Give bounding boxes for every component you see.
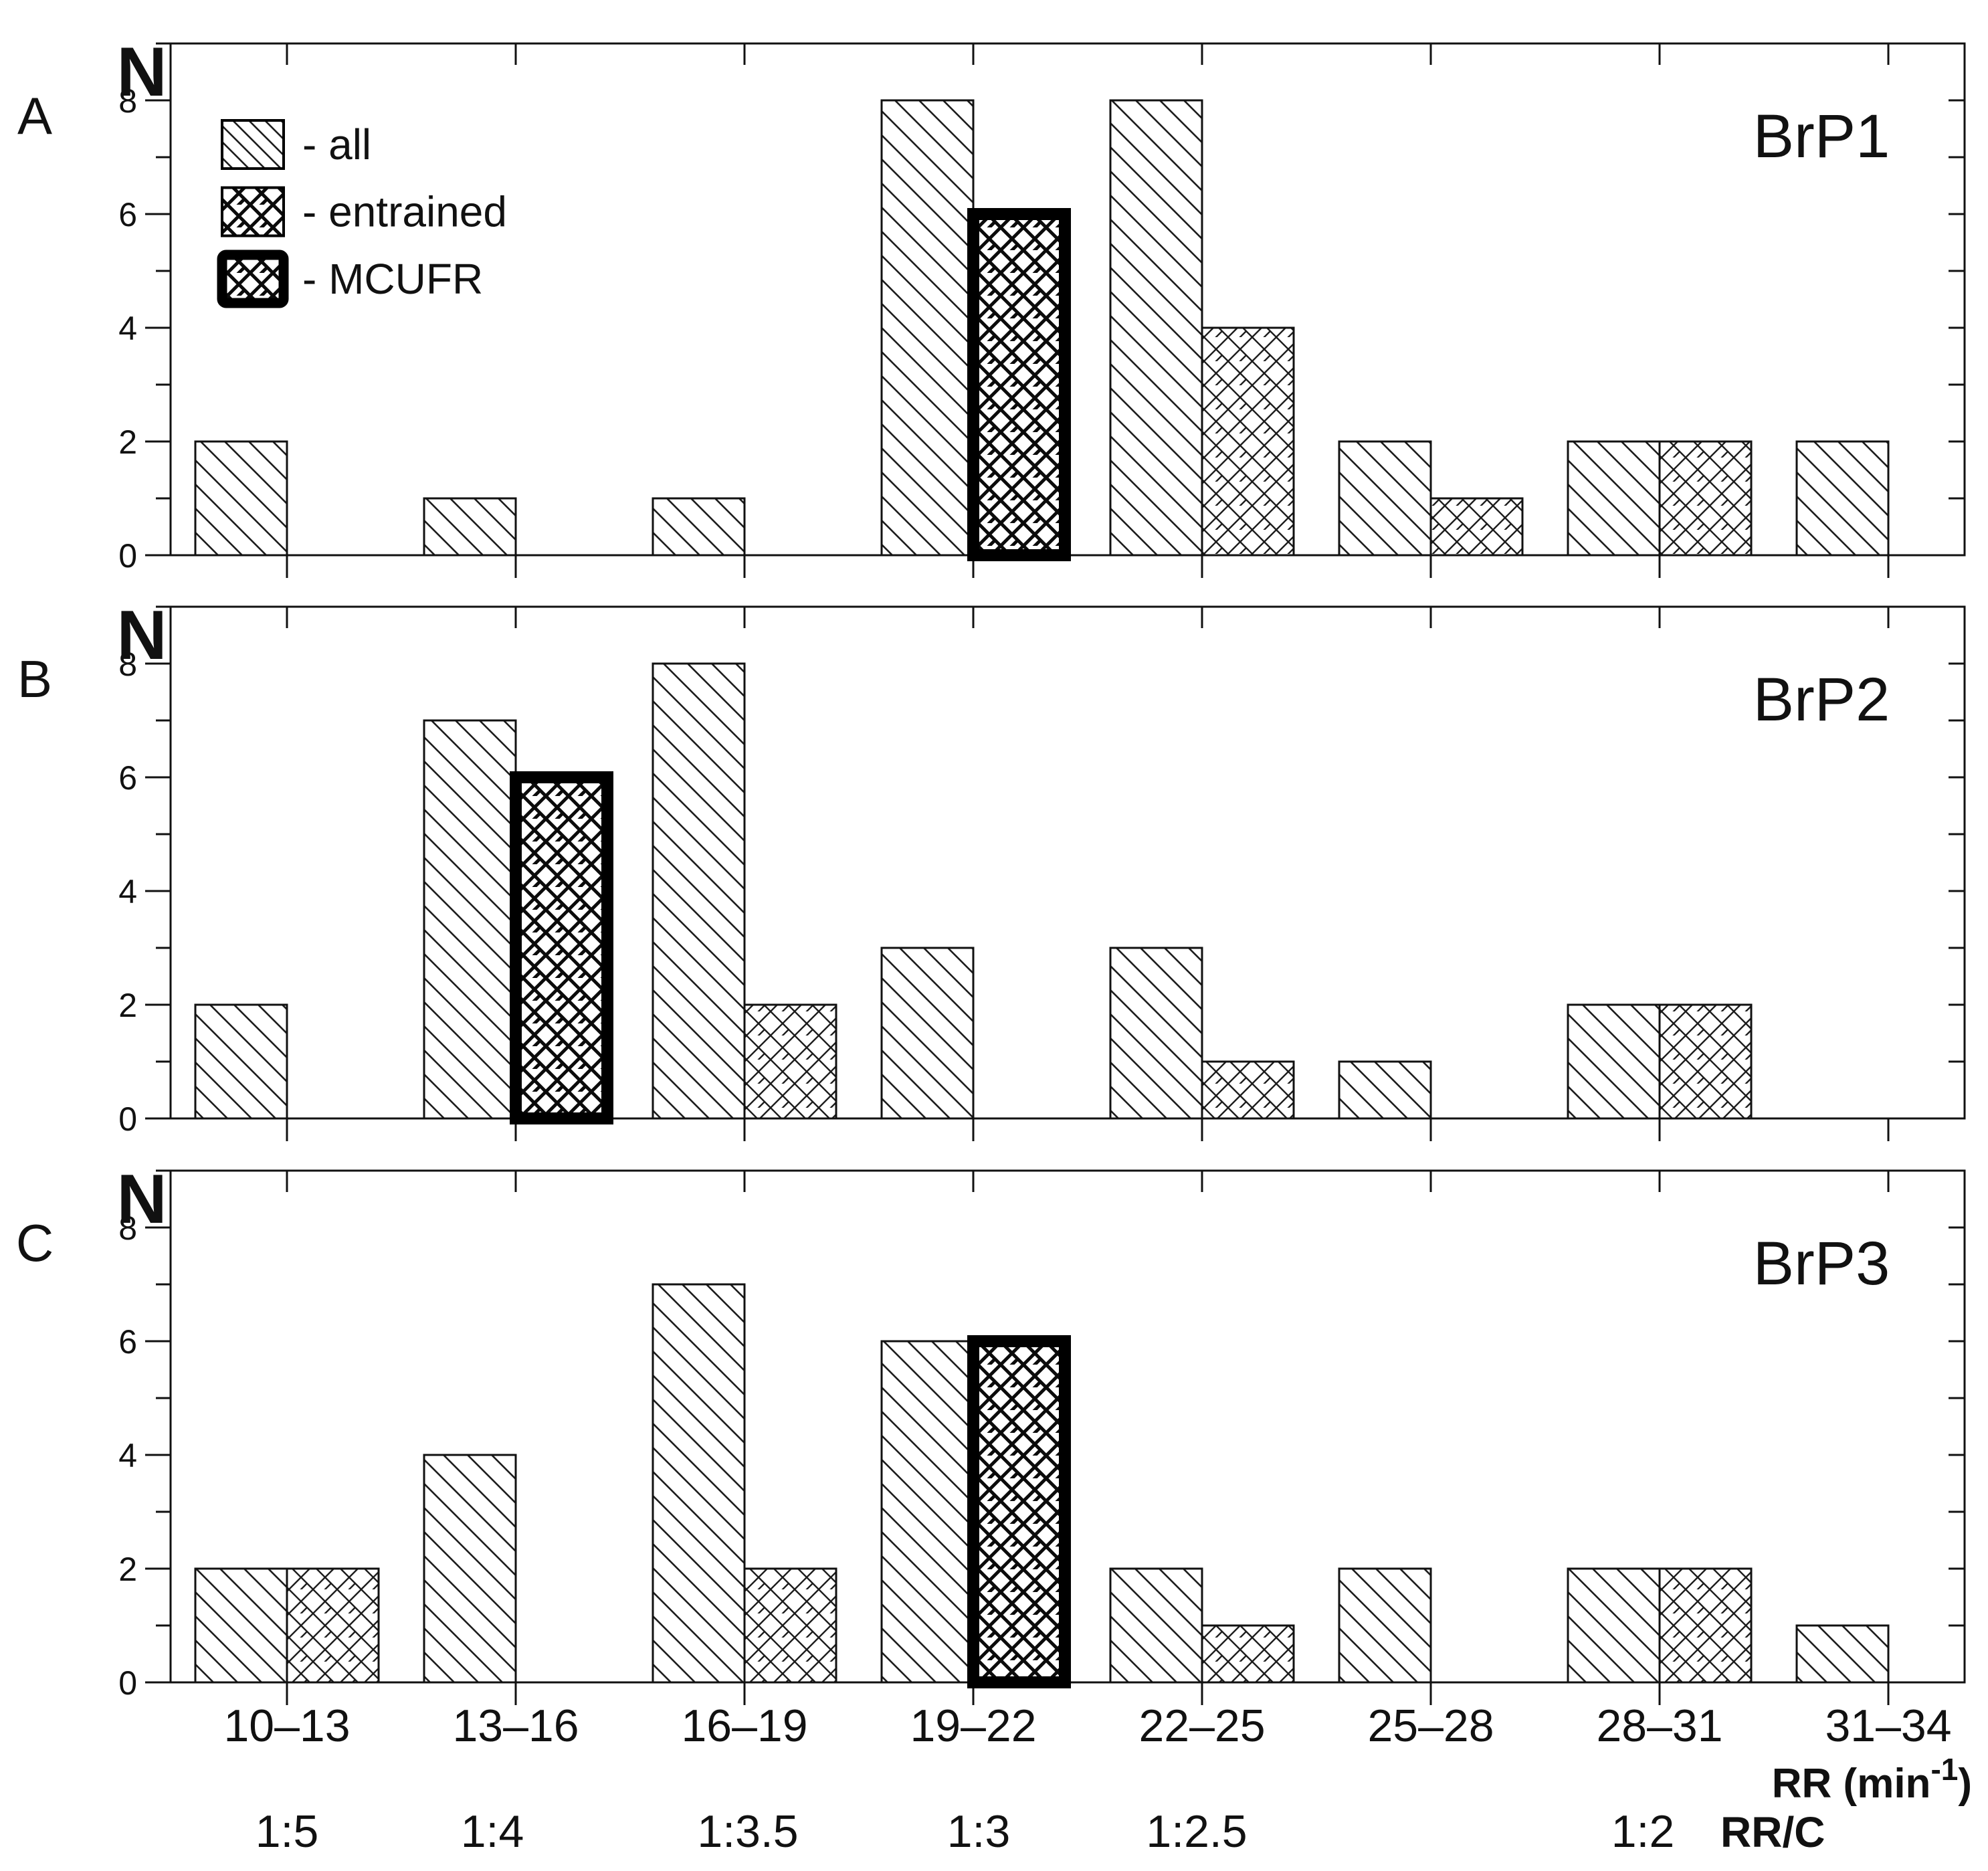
panel-C-bar-all-bin6 (1567, 1567, 1661, 1684)
bin-label-0: 10–13 (223, 1700, 350, 1751)
x-axis-labels: 10–13 13–16 16–19 19–22 22–25 25–28 28–31 31–34… (223, 1700, 1972, 1857)
panel-B-bar-all-bin2 (652, 662, 746, 1120)
panel-A-bar-all-bin7 (1795, 440, 1890, 557)
panel-C-bar-entrained-bin2 (743, 1567, 837, 1684)
crosshatch-thick-border-swatch (217, 250, 289, 308)
panel-B-bar-all-bin3 (880, 947, 975, 1120)
panel-C-bar-all-bin1 (423, 1454, 517, 1684)
panel-C-bar-all-bin7 (1795, 1624, 1890, 1684)
panel-C-bar-all-bin4 (1109, 1567, 1203, 1684)
crosshatch-swatch (221, 186, 285, 237)
panel-B-bar-all-bin6 (1567, 1003, 1661, 1120)
ytick-label: 2 (118, 1551, 137, 1588)
ytick-label: 0 (118, 537, 137, 575)
panel-C-bar-all-bin2 (652, 1283, 746, 1684)
panel-letter-B: B (17, 650, 52, 708)
panel-title-BrP1: BrP1 (1753, 102, 1890, 171)
ratio-label-6: 1:2 (1611, 1806, 1675, 1857)
legend: - all - entrained - MCUFR (217, 119, 507, 308)
ytick-label: 4 (118, 873, 137, 910)
panel-A-ytick-labels: 0 2 4 6 8 (118, 82, 137, 575)
rrc-axis-title: RR/C (1720, 1808, 1825, 1856)
panel-B-frame (169, 605, 1966, 1120)
y-axis-label: N (116, 597, 167, 674)
panel-C-ytick-labels: 0 2 4 6 8 (118, 1209, 137, 1702)
y-axis-label: N (116, 1161, 167, 1238)
panel-B-bar-all-bin1 (423, 719, 517, 1120)
panel-B-ticks (145, 605, 1965, 1141)
bin-label-1: 13–16 (452, 1700, 579, 1751)
ytick-label: 0 (118, 1664, 137, 1702)
panel-B-bar-entrained-bin6 (1658, 1003, 1753, 1120)
legend-label-2: - MCUFR (302, 255, 483, 303)
ytick-label: 4 (118, 1437, 137, 1474)
panel-A-bar-mcufr-bin3 (967, 208, 1071, 561)
ytick-label: 6 (118, 759, 137, 797)
ratio-label-3: 1:3 (947, 1806, 1011, 1857)
panel-A-bar-entrained-bin4 (1201, 326, 1295, 557)
panel-A-bar-all-bin4 (1109, 99, 1203, 557)
panel-B-bar-entrained-bin4 (1201, 1060, 1295, 1120)
legend-label-0: - all (302, 120, 371, 169)
panel-A-bar-all-bin5 (1338, 440, 1432, 557)
bin-label-2: 16–19 (681, 1700, 807, 1751)
panel-C-bar-mcufr-bin3 (967, 1335, 1071, 1688)
panel-C: 0 2 4 6 8N C BrP3 (16, 1161, 1966, 1705)
panel-B-bar-all-bin4 (1109, 947, 1203, 1120)
panel-B: 0 2 4 6 8N B BrP2 (17, 597, 1966, 1141)
panel-title-BrP3: BrP3 (1753, 1229, 1890, 1298)
panel-A-bar-entrained-bin5 (1429, 497, 1524, 557)
panel-A-bar-all-bin6 (1567, 440, 1661, 557)
panel-letter-A: A (17, 86, 52, 145)
ratio-label-0: 1:5 (256, 1806, 319, 1857)
panel-A: 0 2 4 6 8N A BrP1 (17, 33, 1966, 578)
panel-C-ticks (145, 1169, 1965, 1705)
panel-A-bar-all-bin1 (423, 497, 517, 557)
ytick-label: 0 (118, 1100, 137, 1138)
ratio-label-4: 1:2.5 (1146, 1806, 1247, 1857)
panel-A-ticks (145, 42, 1965, 578)
panel-C-bar-all-bin0 (194, 1567, 288, 1684)
ratio-label-1: 1:4 (461, 1806, 524, 1857)
panel-B-bar-mcufr-bin1 (510, 771, 613, 1124)
y-axis-label: N (116, 33, 167, 111)
panel-A-bar-entrained-bin6 (1658, 440, 1753, 557)
ytick-label: 6 (118, 1323, 137, 1361)
bin-label-7: 31–34 (1825, 1700, 1951, 1751)
panel-C-bar-all-bin5 (1338, 1567, 1432, 1684)
panel-letter-C: C (16, 1213, 54, 1272)
ytick-label: 2 (118, 423, 137, 461)
panel-B-bar-entrained-bin2 (743, 1003, 837, 1120)
ytick-label: 8 (118, 82, 137, 120)
bin-label-4: 22–25 (1138, 1700, 1265, 1751)
bin-label-6: 28–31 (1596, 1700, 1722, 1751)
panel-A-bar-all-bin0 (194, 440, 288, 557)
panel-B-bar-all-bin5 (1338, 1060, 1432, 1120)
ytick-label: 2 (118, 987, 137, 1024)
panel-B-ytick-labels: 0 2 4 6 8 (118, 646, 137, 1138)
bin-label-3: 19–22 (910, 1700, 1036, 1751)
panel-A-bar-all-bin3 (880, 99, 975, 557)
ytick-label: 4 (118, 310, 137, 347)
panel-B-bar-all-bin0 (194, 1003, 288, 1120)
panel-C-bar-entrained-bin4 (1201, 1624, 1295, 1684)
bin-label-5: 25–28 (1367, 1700, 1494, 1751)
rr-axis-title: RR (min-1) (1772, 1752, 1972, 1807)
ratio-label-2: 1:3.5 (697, 1806, 798, 1857)
panel-C-bar-entrained-bin0 (286, 1567, 380, 1684)
panel-title-BrP2: BrP2 (1753, 666, 1890, 734)
panel-C-bar-all-bin3 (880, 1340, 975, 1684)
legend-label-1: - entrained (302, 188, 507, 236)
panel-C-bar-entrained-bin6 (1658, 1567, 1753, 1684)
ytick-label: 6 (118, 196, 137, 233)
panel-A-bar-all-bin2 (652, 497, 746, 557)
diagonal-hatch-swatch (221, 119, 285, 170)
ytick-label: 8 (118, 1209, 137, 1247)
ytick-label: 8 (118, 646, 137, 683)
